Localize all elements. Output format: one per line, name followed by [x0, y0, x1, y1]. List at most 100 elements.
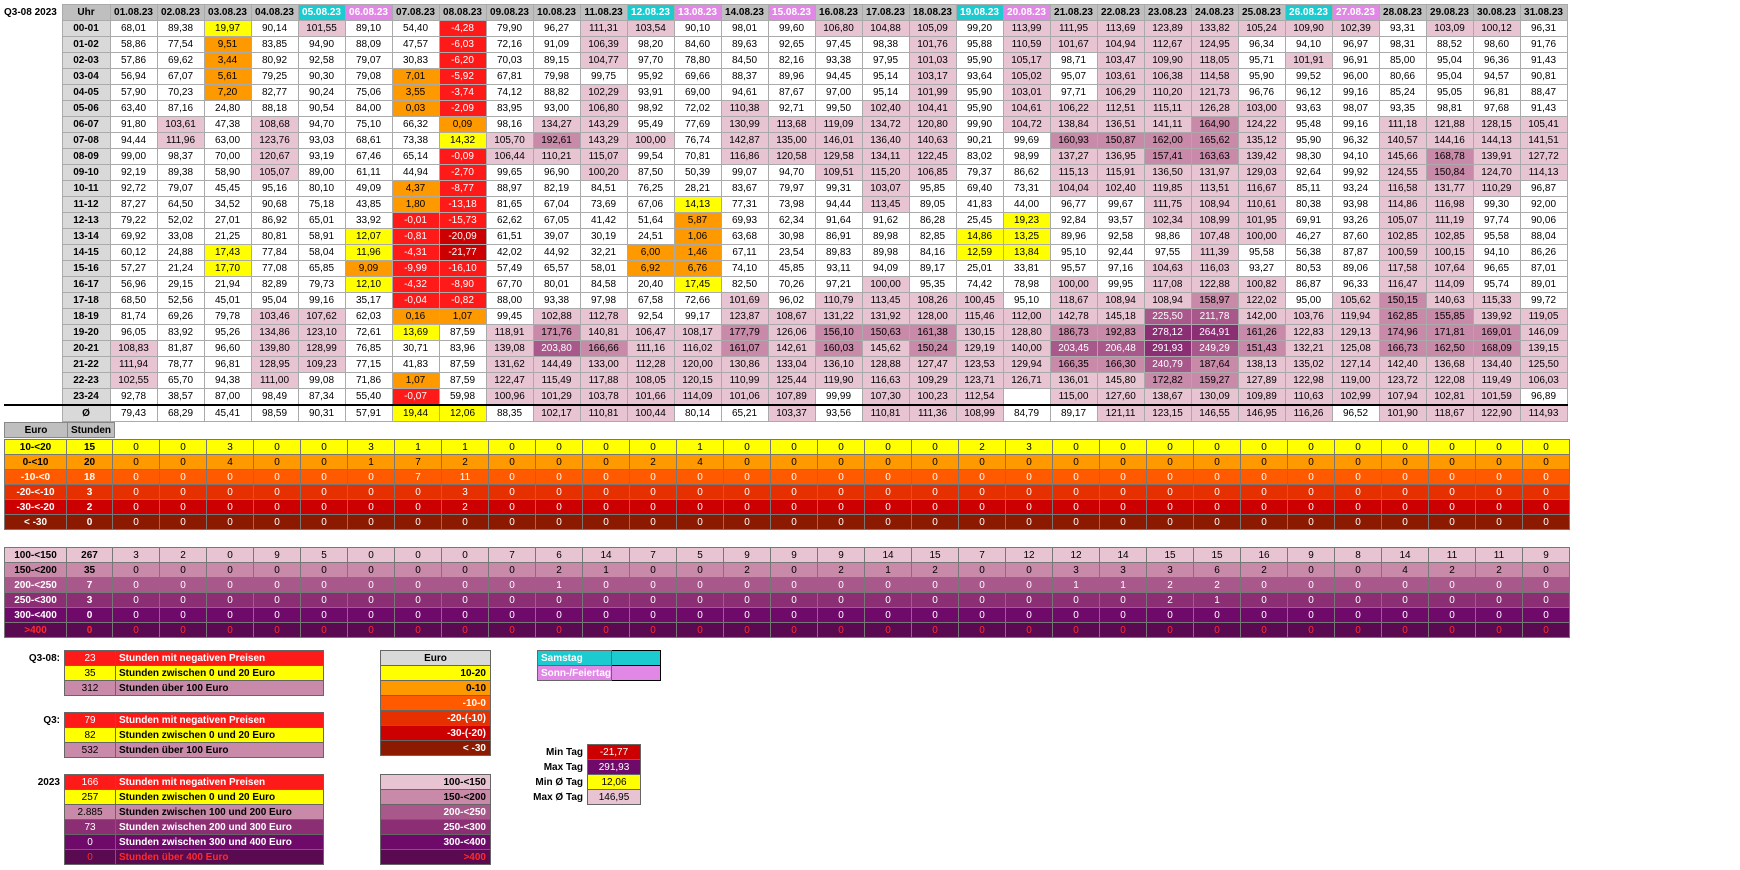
bin-count: 0	[723, 439, 771, 455]
price-cell: 119,00	[1331, 372, 1380, 389]
bin-count: 1	[1052, 577, 1100, 593]
price-cell: 111,00	[250, 372, 299, 389]
hour-label: 18-19	[61, 308, 111, 325]
bin-count: 0	[112, 514, 160, 530]
price-cell: 21,94	[203, 276, 252, 293]
bin-count: 0	[206, 547, 254, 563]
price-cell: 158,97	[1190, 292, 1239, 309]
price-cell: 139,08	[485, 340, 534, 357]
date-header: 05.08.23	[297, 4, 346, 21]
hour-label: 23-24	[61, 388, 111, 406]
bin-count: 0	[1334, 484, 1382, 500]
row-spacer	[4, 212, 62, 229]
price-cell: 106,38	[1143, 68, 1192, 85]
price-cell: 94,10	[1472, 244, 1521, 261]
bin-count: 0	[1287, 514, 1335, 530]
bin-count: 2	[911, 562, 959, 578]
bin-count: 14	[582, 547, 630, 563]
price-cell: 89,00	[297, 164, 346, 181]
hour-row: 03-04 56,94 67,07 5,61 79,25 90,30 79,08 7,01 -5…	[4, 68, 1568, 85]
hour-label: 13-14	[61, 228, 111, 245]
price-cell: 106,85	[908, 164, 957, 181]
date-header: 31.08.23	[1519, 4, 1568, 21]
price-cell: 93,03	[297, 132, 346, 149]
price-cell: 150,15	[1378, 292, 1427, 309]
price-cell: 6,00	[626, 244, 675, 261]
price-cell: 90,30	[297, 68, 346, 85]
bin-count: 14	[1381, 547, 1429, 563]
bin-label: 150-<200	[4, 562, 67, 578]
bin-count: 0	[488, 469, 536, 485]
price-cell: 119,94	[1331, 308, 1380, 325]
price-cell: 110,38	[720, 100, 769, 117]
summary-text: Stunden zwischen 200 und 300 Euro	[115, 819, 324, 835]
stat-row: Min Ø Tag 12,06	[527, 774, 641, 790]
price-cell: 95,04	[250, 292, 299, 309]
price-cell: 128,95	[250, 356, 299, 373]
price-cell: 110,99	[720, 372, 769, 389]
price-cell: 84,58	[579, 276, 628, 293]
price-cell: 101,29	[532, 388, 581, 406]
hour-label: 12-13	[61, 212, 111, 229]
bin-count: 0	[1240, 577, 1288, 593]
price-cell: 116,67	[1237, 180, 1286, 197]
price-cell: 88,82	[532, 84, 581, 101]
price-cell: 119,49	[1472, 372, 1521, 389]
bin-count: 9	[1522, 547, 1570, 563]
price-cell: 101,03	[908, 52, 957, 69]
price-cell: 84,51	[579, 180, 628, 197]
hour-row: 23-24 92,78 38,57 87,00 98,49 87,34 55,40 -0,07…	[4, 388, 1568, 406]
distribution-header: Euro Stunden	[4, 422, 115, 438]
bin-count: 0	[1005, 592, 1053, 608]
price-cell: 136,10	[814, 356, 863, 373]
price-cell: 93,38	[814, 52, 863, 69]
price-cell: 127,47	[908, 356, 957, 373]
price-cell: 108,94	[1190, 196, 1239, 213]
price-cell: 124,22	[1237, 116, 1286, 133]
bin-count: 0	[535, 484, 583, 500]
price-cell: 45,01	[203, 292, 252, 309]
bin-count: 3	[112, 547, 160, 563]
price-cell: 115,11	[1143, 100, 1192, 117]
price-cell: 70,23	[156, 84, 205, 101]
hour-label: 05-06	[61, 100, 111, 117]
bin-count: 0	[1005, 514, 1053, 530]
hours-column-header: Stunden	[67, 422, 115, 438]
bin-count: 0	[911, 607, 959, 623]
bin-count: 0	[582, 469, 630, 485]
price-cell: 146,09	[1519, 324, 1568, 341]
price-cell: 139,15	[1519, 340, 1568, 357]
price-cell: 135,02	[1284, 356, 1333, 373]
price-cell: 110,59	[1002, 36, 1051, 53]
bin-row: 10-<20 15 0 0 3 0 0 3 1 1 0 0 0 0 1 0 0 0 0 0 2 3 0 0 0 0 0 0 0 0 0 0 0	[4, 439, 1570, 455]
price-cell: 139,91	[1472, 148, 1521, 165]
average-cell: 88,35	[485, 404, 534, 422]
bin-count: 0	[488, 454, 536, 470]
price-cell: 67,70	[485, 276, 534, 293]
price-cell: 1,80	[391, 196, 440, 213]
price-cell: 116,58	[1378, 180, 1427, 197]
price-cell: 136,95	[1096, 148, 1145, 165]
price-cell: -6,03	[438, 36, 487, 53]
bin-count: 0	[206, 562, 254, 578]
price-cell: 116,03	[1190, 260, 1239, 277]
price-cell: 57,27	[109, 260, 158, 277]
price-cell: 145,18	[1096, 308, 1145, 325]
price-cell: 162,50	[1425, 340, 1474, 357]
price-cell: 107,89	[767, 388, 816, 406]
price-cell: 68,01	[109, 20, 158, 37]
hour-label: 06-07	[61, 116, 111, 133]
price-cell: 21,24	[156, 260, 205, 277]
bin-count: 0	[1334, 499, 1382, 515]
price-cell: 135,00	[767, 132, 816, 149]
price-cell: 99,99	[814, 388, 863, 406]
price-cell: 112,54	[955, 388, 1004, 406]
price-cell: 130,86	[720, 356, 769, 373]
price-cell: 93,00	[532, 100, 581, 117]
price-cell: 128,00	[908, 308, 957, 325]
bin-label: 100-<150	[4, 547, 67, 563]
price-cell: 55,40	[344, 388, 393, 406]
hour-label: 17-18	[61, 292, 111, 309]
price-cell: 11,96	[344, 244, 393, 261]
bin-count: 0	[911, 514, 959, 530]
